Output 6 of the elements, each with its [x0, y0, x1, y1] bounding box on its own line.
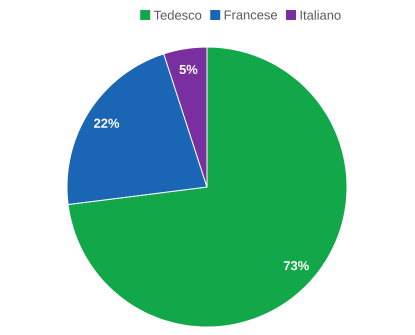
legend-label: Francese: [224, 10, 278, 20]
legend-label: Italiano: [300, 10, 341, 20]
data-label: 73%: [284, 261, 309, 270]
data-label: 5%: [179, 64, 198, 74]
legend-label: Tedesco: [154, 10, 202, 20]
data-label: 22%: [94, 118, 120, 128]
